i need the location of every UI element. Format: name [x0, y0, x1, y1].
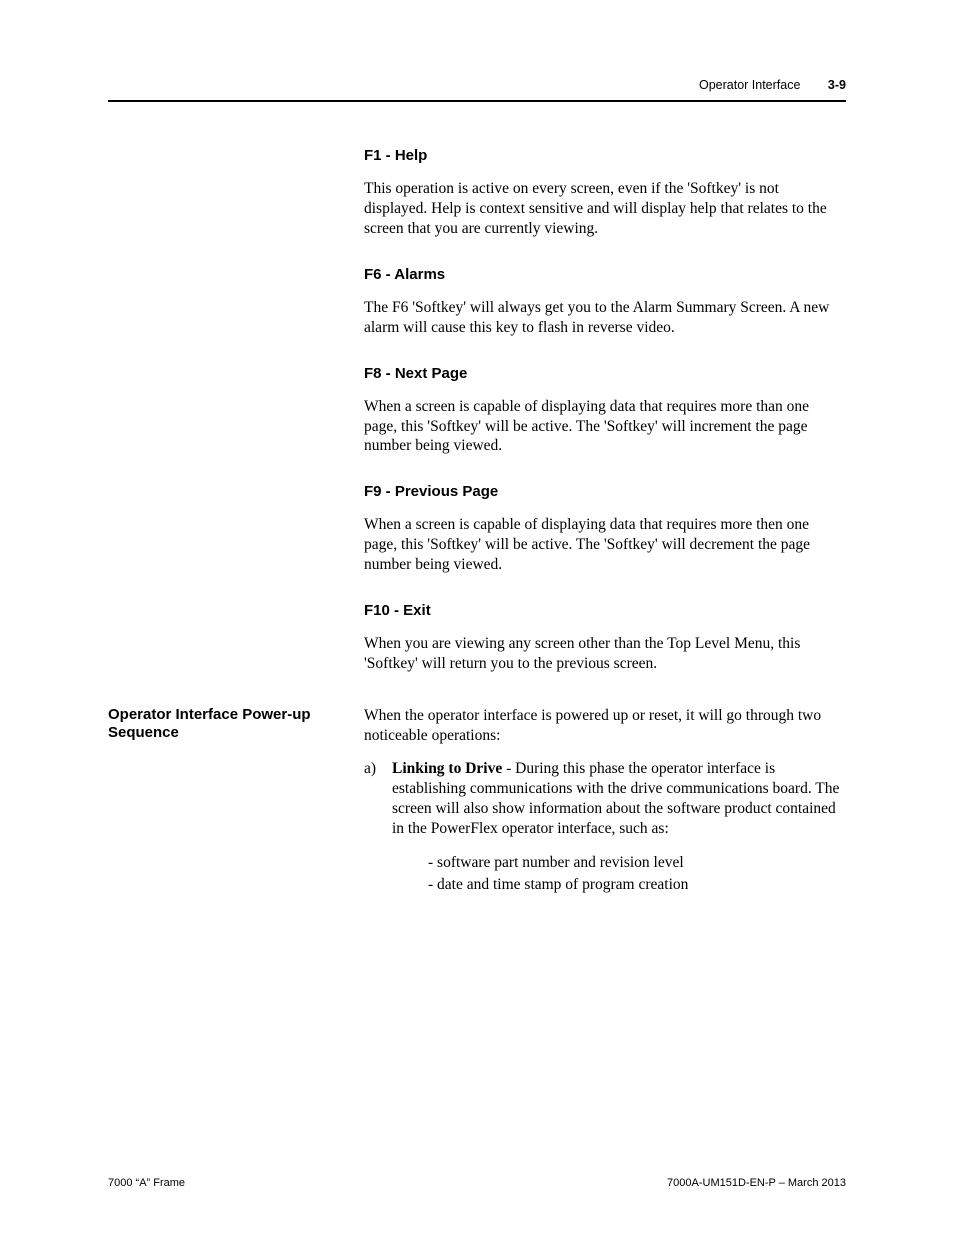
running-header: Operator Interface 3-9	[699, 78, 846, 92]
running-header-title: Operator Interface	[699, 78, 800, 92]
page-footer: 7000 “A” Frame 7000A-UM151D-EN-P – March…	[108, 1177, 846, 1189]
content-area: F1 - Help This operation is active on ev…	[108, 146, 846, 902]
list-item-lead: Linking to Drive	[392, 760, 502, 777]
softkey-block-f6: F6 - Alarms The F6 'Softkey' will always…	[364, 265, 846, 338]
softkey-heading: F1 - Help	[364, 146, 846, 165]
powerup-sidehead: Operator Interface Power-up Sequence	[108, 706, 364, 903]
softkey-block-f1: F1 - Help This operation is active on ev…	[364, 146, 846, 239]
powerup-body: When the operator interface is powered u…	[364, 706, 846, 903]
sublist-item: - date and time stamp of program creatio…	[428, 875, 846, 895]
powerup-intro: When the operator interface is powered u…	[364, 706, 846, 746]
softkey-para: The F6 'Softkey' will always get you to …	[364, 298, 846, 338]
softkey-heading: F6 - Alarms	[364, 265, 846, 284]
softkey-para: When a screen is capable of displaying d…	[364, 515, 846, 574]
footer-right: 7000A-UM151D-EN-P – March 2013	[667, 1177, 846, 1189]
list-item-text: Linking to Drive - During this phase the…	[392, 760, 839, 836]
softkey-para: This operation is active on every screen…	[364, 179, 846, 238]
softkey-para: When a screen is capable of displaying d…	[364, 397, 846, 456]
powerup-list-item: a) Linking to Drive - During this phase …	[364, 759, 846, 894]
softkey-heading: F9 - Previous Page	[364, 482, 846, 501]
footer-left: 7000 “A” Frame	[108, 1177, 185, 1189]
running-header-page: 3-9	[828, 78, 846, 92]
powerup-section: Operator Interface Power-up Sequence Whe…	[108, 706, 846, 903]
softkeys-section: F1 - Help This operation is active on ev…	[108, 146, 846, 700]
softkeys-sidehead-empty	[108, 146, 364, 700]
softkey-block-f10: F10 - Exit When you are viewing any scre…	[364, 601, 846, 674]
softkey-block-f8: F8 - Next Page When a screen is capable …	[364, 364, 846, 457]
powerup-sublist: - software part number and revision leve…	[428, 853, 846, 895]
page: Operator Interface 3-9 F1 - Help This op…	[0, 0, 954, 1235]
softkey-para: When you are viewing any screen other th…	[364, 634, 846, 674]
header-rule	[108, 100, 846, 102]
list-marker: a)	[364, 759, 376, 779]
softkey-heading: F10 - Exit	[364, 601, 846, 620]
softkeys-body: F1 - Help This operation is active on ev…	[364, 146, 846, 700]
sublist-item: - software part number and revision leve…	[428, 853, 846, 873]
softkey-heading: F8 - Next Page	[364, 364, 846, 383]
softkey-block-f9: F9 - Previous Page When a screen is capa…	[364, 482, 846, 575]
